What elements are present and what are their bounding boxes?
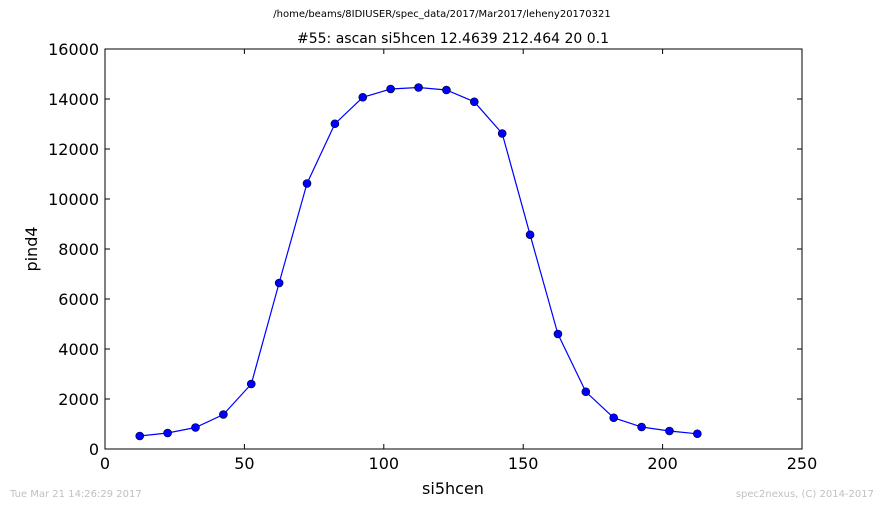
data-point: [442, 85, 451, 95]
plot-area-frame: [104, 48, 803, 450]
data-point: [553, 329, 563, 339]
data-points-layer: [135, 83, 702, 441]
axis-ticks: 0 50 100 150 200 250 0 2000 4000 6000 8000 10000 120…: [48, 40, 817, 473]
data-point: [497, 129, 507, 138]
data-point: [330, 119, 340, 129]
y-tick-label: 10000: [48, 190, 99, 209]
data-point: [693, 429, 702, 439]
data-point: [219, 410, 228, 419]
x-tick-label: 200: [647, 454, 678, 473]
data-point: [609, 413, 618, 423]
x-tick-label: 50: [234, 454, 254, 473]
y-tick-label: 4000: [58, 340, 99, 359]
data-point: [191, 423, 200, 432]
y-tick-label: 16000: [48, 40, 99, 59]
x-tick-label: 0: [100, 454, 110, 473]
data-point: [302, 179, 312, 188]
y-tick-label: 12000: [48, 140, 99, 159]
data-point: [358, 92, 368, 102]
x-tick-label: 250: [787, 454, 818, 473]
y-tick-label: 8000: [58, 240, 99, 259]
data-point: [135, 431, 145, 441]
data-point: [637, 422, 646, 432]
data-point: [525, 230, 535, 240]
data-point: [246, 379, 256, 389]
data-point: [386, 84, 395, 94]
timestamp-label: Tue Mar 21 14:26:29 2017: [10, 489, 142, 500]
y-tick-label: 14000: [48, 90, 99, 109]
x-tick-label: 150: [508, 454, 539, 473]
y-tick-label: 2000: [58, 390, 99, 409]
x-axis-label: si5hcen: [422, 479, 484, 498]
y-tick-label: 6000: [58, 290, 99, 309]
series-line: [139, 86, 698, 437]
y-tick-label: 0: [89, 440, 99, 459]
file-path-header: /home/beams/8IDIUSER/spec_data/2017/Mar2…: [273, 9, 611, 20]
credit-label: spec2nexus, (C) 2014-2017: [735, 489, 874, 500]
data-point: [665, 426, 674, 436]
data-point: [163, 428, 172, 438]
data-point: [581, 387, 591, 397]
y-axis-label: pind4: [22, 226, 41, 271]
series-line-layer: [139, 86, 698, 437]
chart-title: #55: ascan si5hcen 12.4639 212.464 20 0.…: [297, 31, 609, 47]
data-point: [274, 278, 284, 288]
data-point: [414, 83, 423, 92]
data-point: [469, 97, 479, 107]
x-tick-label: 100: [369, 454, 400, 473]
